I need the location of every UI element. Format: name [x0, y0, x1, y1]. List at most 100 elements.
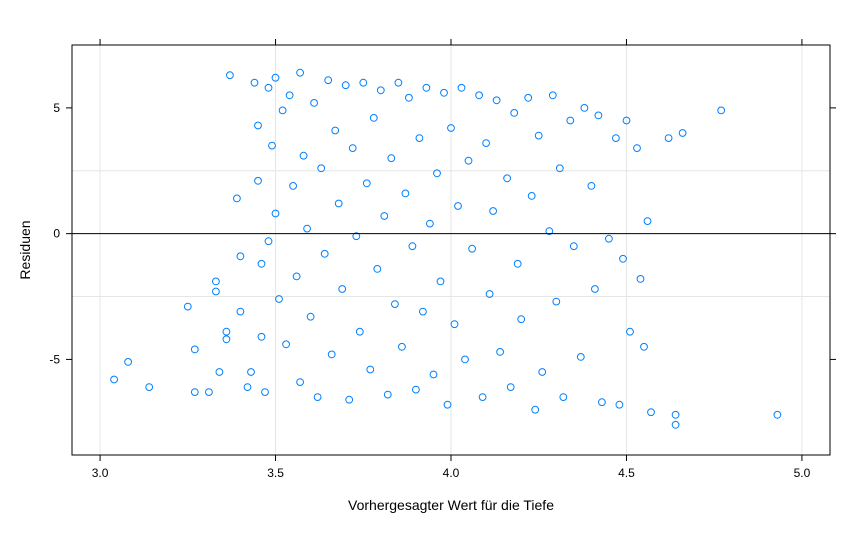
data-point	[412, 385, 420, 394]
data-points	[110, 68, 782, 429]
data-point	[671, 410, 680, 419]
data-point	[317, 164, 326, 173]
data-point	[647, 408, 655, 417]
data-point	[359, 78, 368, 87]
data-point	[254, 176, 262, 185]
data-point	[405, 93, 413, 102]
data-point	[580, 104, 589, 112]
data-point	[566, 116, 575, 125]
data-point	[282, 340, 291, 349]
data-point	[506, 383, 515, 392]
data-point	[355, 327, 364, 336]
data-point	[352, 232, 361, 241]
data-point	[341, 81, 350, 90]
data-point	[190, 388, 199, 397]
data-point	[345, 395, 354, 404]
data-point	[327, 350, 336, 359]
data-point	[324, 76, 333, 85]
data-point	[591, 285, 599, 293]
data-point	[517, 315, 526, 324]
data-point	[271, 209, 280, 218]
data-point	[236, 252, 245, 261]
y-tick-label: -5	[49, 352, 60, 366]
data-point	[222, 327, 231, 336]
data-point	[513, 259, 522, 268]
data-point	[303, 224, 312, 233]
data-point	[555, 164, 564, 173]
data-point	[419, 307, 427, 316]
data-point	[587, 182, 596, 190]
data-point	[468, 244, 477, 253]
data-point	[243, 383, 252, 392]
data-point	[594, 111, 603, 120]
data-point	[482, 139, 491, 148]
data-point	[292, 272, 301, 281]
data-point	[429, 370, 438, 379]
data-point	[534, 131, 543, 140]
data-point	[626, 327, 634, 336]
data-point	[436, 277, 445, 286]
data-point	[640, 342, 648, 351]
data-point	[454, 202, 462, 210]
data-point	[717, 106, 726, 115]
data-point	[773, 410, 782, 419]
data-point	[226, 71, 234, 80]
data-point	[261, 388, 269, 397]
data-point	[605, 234, 613, 243]
data-point	[475, 91, 484, 100]
data-point	[296, 68, 305, 77]
data-point	[510, 109, 519, 117]
data-point	[338, 285, 347, 293]
data-point	[247, 368, 255, 376]
data-point	[254, 121, 262, 130]
data-point	[257, 332, 266, 341]
data-point	[299, 151, 308, 160]
data-point	[205, 388, 213, 397]
data-point	[268, 141, 276, 150]
axes: 3.0 3.5 4.0 4.5 5.0 -5 0 5	[49, 39, 836, 480]
data-point	[633, 144, 641, 153]
data-point	[271, 73, 280, 82]
data-point	[492, 96, 501, 105]
data-point	[398, 342, 406, 351]
data-point	[236, 307, 245, 316]
data-point	[124, 358, 133, 366]
data-point	[264, 237, 273, 246]
data-point	[250, 78, 259, 87]
data-point	[215, 368, 224, 376]
data-point	[391, 300, 399, 309]
data-point	[289, 182, 298, 190]
data-point	[531, 405, 540, 414]
data-point	[233, 194, 241, 203]
data-point	[145, 383, 154, 392]
data-point	[373, 265, 382, 273]
data-point	[278, 106, 287, 115]
data-point	[212, 277, 220, 286]
data-point	[622, 116, 631, 125]
data-point	[285, 91, 294, 100]
x-tick-label: 4.5	[618, 466, 635, 480]
data-point	[313, 393, 322, 402]
data-point	[212, 287, 220, 296]
data-point	[394, 78, 403, 87]
data-point	[461, 355, 469, 364]
data-point	[643, 217, 652, 226]
data-point	[222, 335, 231, 344]
x-tick-label: 4.0	[443, 466, 460, 480]
data-point	[320, 249, 329, 258]
data-point	[569, 242, 578, 251]
x-tick-label: 5.0	[794, 466, 811, 480]
data-point	[576, 353, 585, 361]
data-point	[612, 134, 620, 143]
data-point	[380, 212, 389, 220]
data-point	[545, 227, 554, 236]
data-point	[183, 302, 192, 311]
x-tick-label: 3.5	[267, 466, 284, 480]
data-point	[422, 83, 431, 92]
data-point	[552, 297, 561, 306]
data-point	[548, 91, 557, 100]
x-tick-label: 3.0	[92, 466, 109, 480]
data-point	[306, 312, 315, 321]
data-point	[369, 114, 378, 122]
data-point	[366, 365, 375, 374]
